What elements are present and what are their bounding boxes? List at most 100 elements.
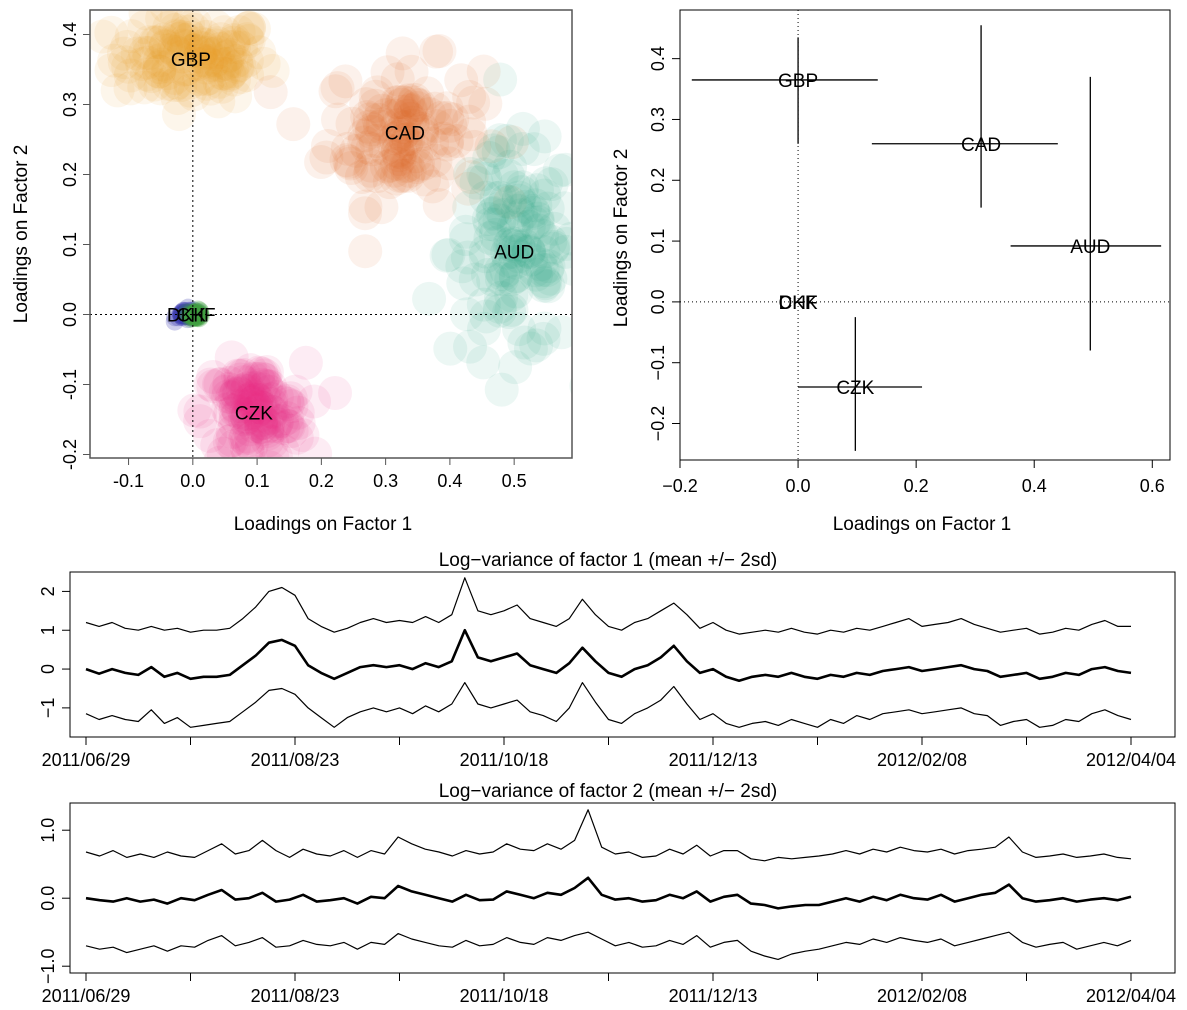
reference-lines (680, 10, 1170, 460)
cloud-point-gbp (201, 84, 236, 119)
cloud-point-aud (494, 226, 529, 261)
cloud-point-cad (378, 121, 413, 156)
cloud-point-cad (349, 87, 384, 122)
cloud-point-cad (332, 144, 367, 179)
cloud-point-aud (519, 328, 554, 363)
cloud-point-gbp (169, 14, 204, 49)
y-tick-label: −0.1 (648, 345, 668, 381)
cloud-point-cad (424, 100, 459, 135)
cloud-point-chf (187, 308, 206, 327)
x-tick-label: 2011/10/18 (460, 986, 549, 1006)
cloud-point-gbp (134, 59, 169, 94)
cloud-point-aud (523, 247, 558, 282)
cloud-point-czk (234, 428, 269, 458)
y-tick-label: 1.0 (38, 818, 58, 843)
cloud-point-cad (347, 118, 382, 153)
cloud-point-cad (377, 128, 412, 163)
cloud-point-aud (490, 235, 525, 270)
y-axis-label: Loadings on Factor 2 (611, 149, 632, 328)
cloud-point-gbp (178, 10, 213, 42)
cloud-point-aud (496, 234, 531, 269)
cloud-point-gbp (210, 46, 245, 81)
label-aud: AUD (494, 243, 534, 264)
cloud-point-aud (445, 249, 480, 284)
cloud-point-czk (253, 369, 288, 404)
cloud-point-cad (384, 87, 419, 122)
cloud-point-aud (492, 227, 527, 262)
cloud-point-aud (499, 274, 534, 309)
cloud-point-cad (310, 128, 345, 163)
cloud-point-aud (450, 297, 485, 332)
cloud-point-cad (430, 123, 465, 158)
cloud-point-cad (386, 94, 421, 129)
cloud-point-gbp (177, 46, 212, 81)
series-lines (85, 809, 1132, 961)
cloud-point-gbp (181, 47, 216, 82)
cloud-point-gbp (189, 35, 224, 70)
cloud-point-aud (453, 329, 488, 364)
cloud-point-czk (228, 421, 263, 456)
cloud-point-aud (542, 153, 572, 188)
cloud-point-cad (354, 148, 389, 183)
cloud-point-cad (353, 153, 388, 188)
cloud-point-gbp (139, 25, 174, 60)
y-tick-label: 2 (38, 586, 58, 596)
cloud-point-gbp (142, 54, 177, 89)
cloud-point-cad (390, 148, 425, 183)
cloud-point-aud (511, 233, 546, 268)
cloud-point-cad (309, 140, 344, 175)
cloud-point-gbp (156, 32, 191, 67)
cloud-point-aud (459, 165, 494, 200)
cloud-point-gbp (142, 50, 177, 85)
cloud-point-gbp (100, 73, 135, 108)
x-axis: -0.1 0.0 0.1 0.2 0.3 0.4 0.5 (113, 458, 527, 491)
cloud-point-czk (232, 384, 267, 419)
cloud-point-czk (265, 433, 300, 458)
cloud-point-gbp (189, 62, 224, 97)
cloud-point-czk (222, 376, 257, 411)
cloud-point-aud (526, 234, 561, 269)
cloud-point-aud (527, 119, 562, 154)
y-tick-label: 0.0 (648, 289, 668, 314)
cloud-point-chf (186, 303, 205, 322)
y-tick-label: 0 (38, 664, 58, 674)
cloud-point-czk (281, 405, 316, 440)
cloud-point-czk (266, 410, 301, 445)
cloud-point-gbp (127, 70, 162, 105)
cloud-point-aud (507, 228, 542, 263)
cloud-point-czk (245, 361, 280, 396)
cloud-point-aud (501, 229, 536, 264)
cloud-point-chf (186, 304, 205, 323)
cloud-point-dkk (169, 308, 188, 327)
cloud-point-aud (513, 242, 548, 277)
cloud-point-gbp (90, 19, 120, 54)
cloud-point-gbp (199, 10, 234, 44)
x-axis-label: Loadings on Factor 1 (234, 514, 413, 535)
cloud-point-czk (230, 424, 265, 458)
x-tick-label: 0.4 (1022, 476, 1047, 496)
x-tick-label: 2012/02/08 (877, 750, 967, 770)
cloud-point-cad (382, 142, 417, 177)
cloud-point-czk (239, 382, 274, 417)
cloud-point-aud (535, 231, 570, 266)
cloud-point-czk (245, 391, 280, 426)
cloud-point-cad (405, 117, 440, 152)
cloud-point-czk (231, 396, 266, 431)
plot-frame (69, 571, 1176, 738)
cloud-point-czk (269, 401, 304, 436)
cloud-point-cad (432, 146, 467, 181)
cloud-point-gbp (173, 73, 208, 108)
cloud-point-chf (187, 307, 206, 326)
cloud-point-cad (397, 85, 432, 120)
cloud-point-czk (270, 387, 305, 422)
x-tick-label: 2012/02/08 (877, 986, 967, 1006)
cloud-point-czk (254, 382, 289, 417)
cloud-point-gbp (151, 33, 186, 68)
cloud-point-cad (318, 74, 353, 109)
cloud-point-gbp (230, 11, 265, 46)
cloud-point-aud (505, 170, 540, 205)
cloud-point-gbp (231, 10, 266, 45)
cloud-point-aud (498, 226, 533, 261)
cloud-point-czk (203, 445, 237, 458)
cloud-point-gbp (232, 10, 267, 45)
